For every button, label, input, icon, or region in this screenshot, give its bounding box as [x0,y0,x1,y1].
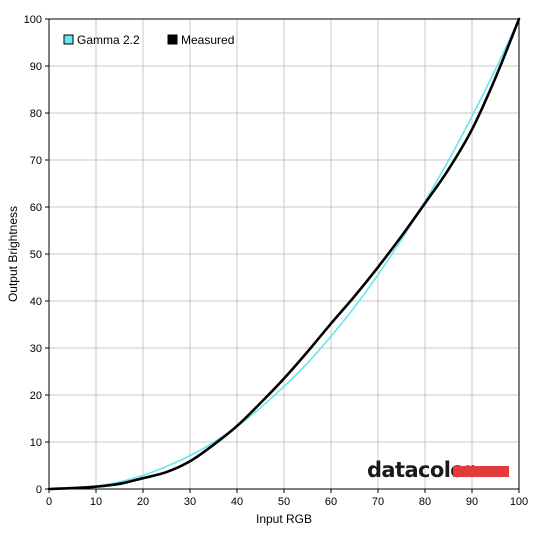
logo-bar [453,466,509,477]
y-tick-label: 10 [30,437,42,449]
datacolor-logo: datacolor [367,458,509,482]
y-tick-label: 80 [30,108,42,120]
y-tick-label: 60 [30,202,42,214]
tick-labels: 0 10 20 30 40 50 60 70 80 90 100 0 10 20 30 40 50 60 70 80 9… [24,14,529,508]
measured-line [47,17,521,491]
legend: Gamma 2.2 Measured [63,33,234,47]
y-tick-label: 30 [30,343,42,355]
x-axis-label: Input RGB [256,512,312,526]
y-axis-label: Output Brightness [6,206,20,302]
y-tick-label: 90 [30,61,42,73]
legend-swatch-gamma [63,34,74,45]
y-tick-label: 40 [30,296,42,308]
x-tick-label: 20 [137,496,149,508]
legend-swatch-measured [167,34,178,45]
x-tick-label: 80 [419,496,431,508]
legend-label-gamma: Gamma 2.2 [77,33,140,47]
x-tick-label: 0 [46,496,52,508]
x-tick-label: 30 [184,496,196,508]
y-tick-label: 0 [36,484,42,496]
y-tick-label: 50 [30,249,42,261]
x-tick-label: 90 [466,496,478,508]
x-tick-label: 10 [90,496,102,508]
x-tick-label: 50 [278,496,290,508]
x-tick-label: 60 [325,496,337,508]
x-tick-label: 100 [510,496,528,508]
y-tick-label: 100 [24,14,42,26]
gamma-2-2-line [48,18,520,490]
x-tick-label: 40 [231,496,243,508]
x-tick-label: 70 [372,496,384,508]
series-layer [47,17,521,491]
grid-lines [49,19,519,489]
y-tick-label: 70 [30,155,42,167]
tick-marks [45,18,520,493]
legend-label-measured: Measured [181,33,234,47]
y-tick-label: 20 [30,390,42,402]
